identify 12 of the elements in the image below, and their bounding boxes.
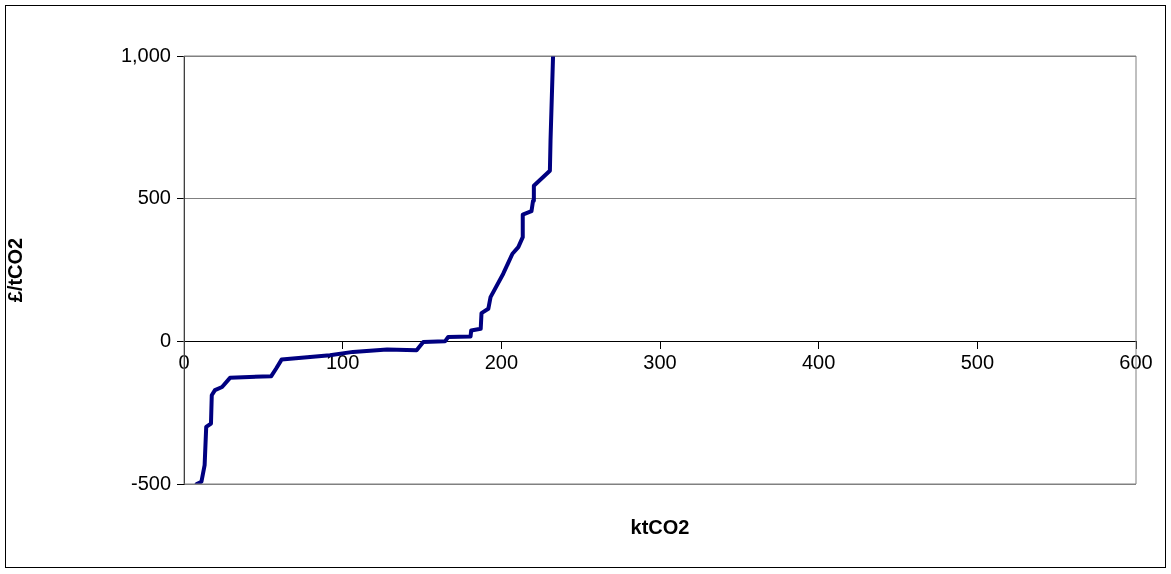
- x-axis-title: ktCO2: [630, 515, 690, 538]
- y-axis-title: £/tCO2: [3, 237, 26, 303]
- x-tick-label: 500: [960, 350, 995, 373]
- y-tick-label: 1,000: [120, 43, 171, 66]
- y-tick-label: 0: [159, 328, 171, 351]
- y-tick-label: -500: [130, 471, 171, 494]
- x-tick-label: 600: [1119, 350, 1153, 373]
- x-tick-label: 200: [484, 350, 519, 373]
- x-tick-label: 100: [325, 350, 360, 373]
- x-tick-label: 400: [801, 350, 836, 373]
- x-tick-label: 300: [643, 350, 677, 373]
- y-tick-label: 500: [137, 186, 171, 209]
